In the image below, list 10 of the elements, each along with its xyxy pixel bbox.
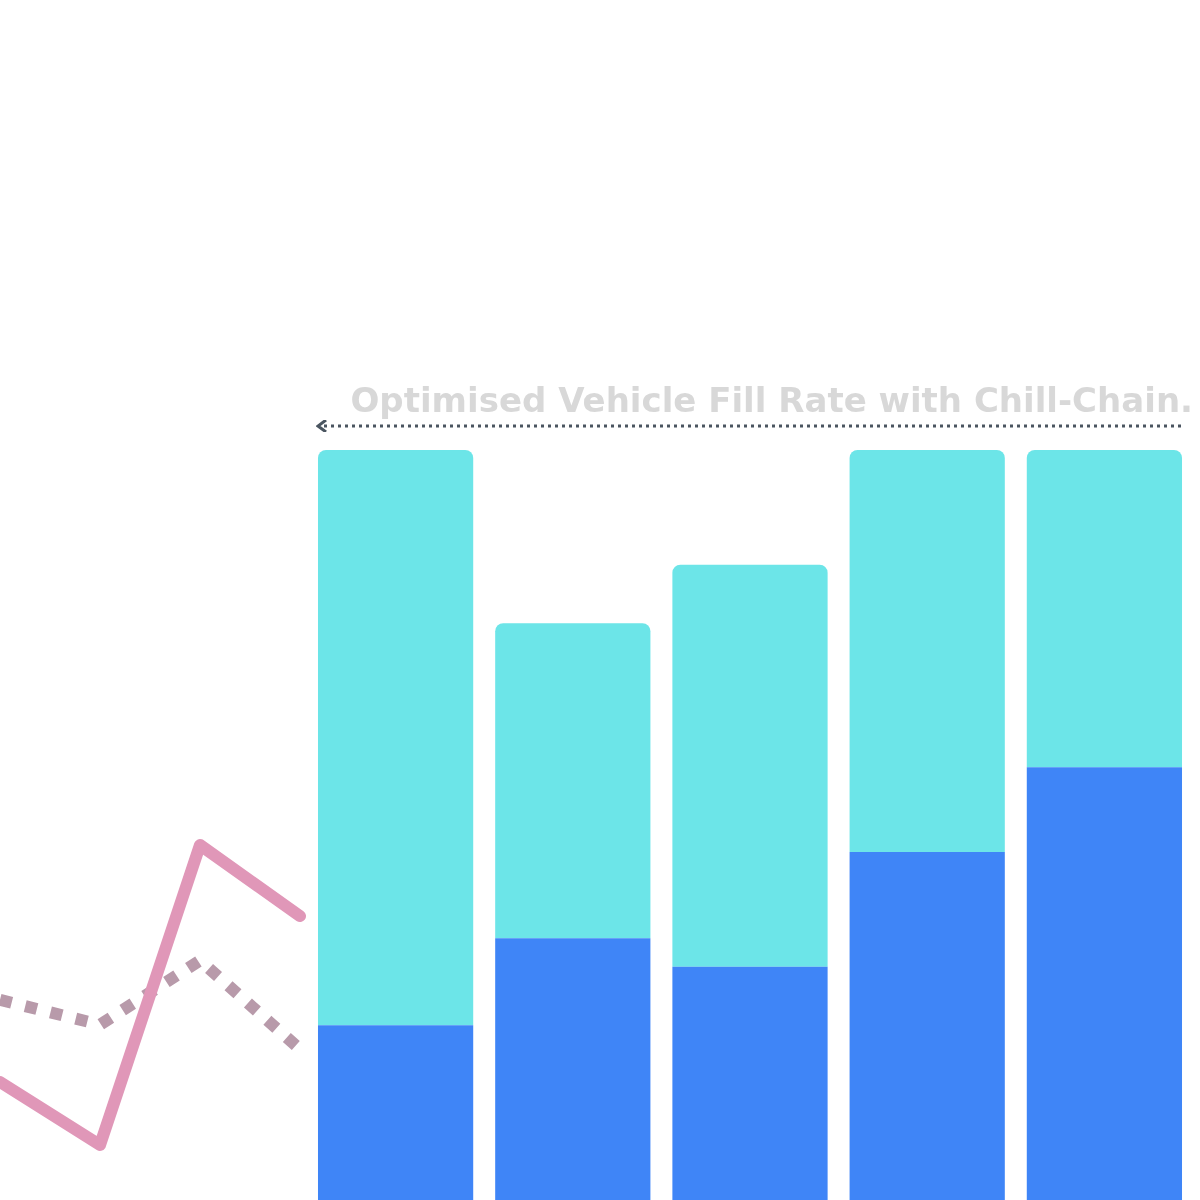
bar [495,938,651,1200]
bar [672,564,828,967]
bar [849,852,1005,1200]
bar [1026,450,1183,768]
bar [317,1025,474,1200]
bar [495,623,651,939]
bar [317,450,474,1026]
bar [849,450,1005,852]
bar [1026,767,1183,1200]
bar [672,966,828,1200]
